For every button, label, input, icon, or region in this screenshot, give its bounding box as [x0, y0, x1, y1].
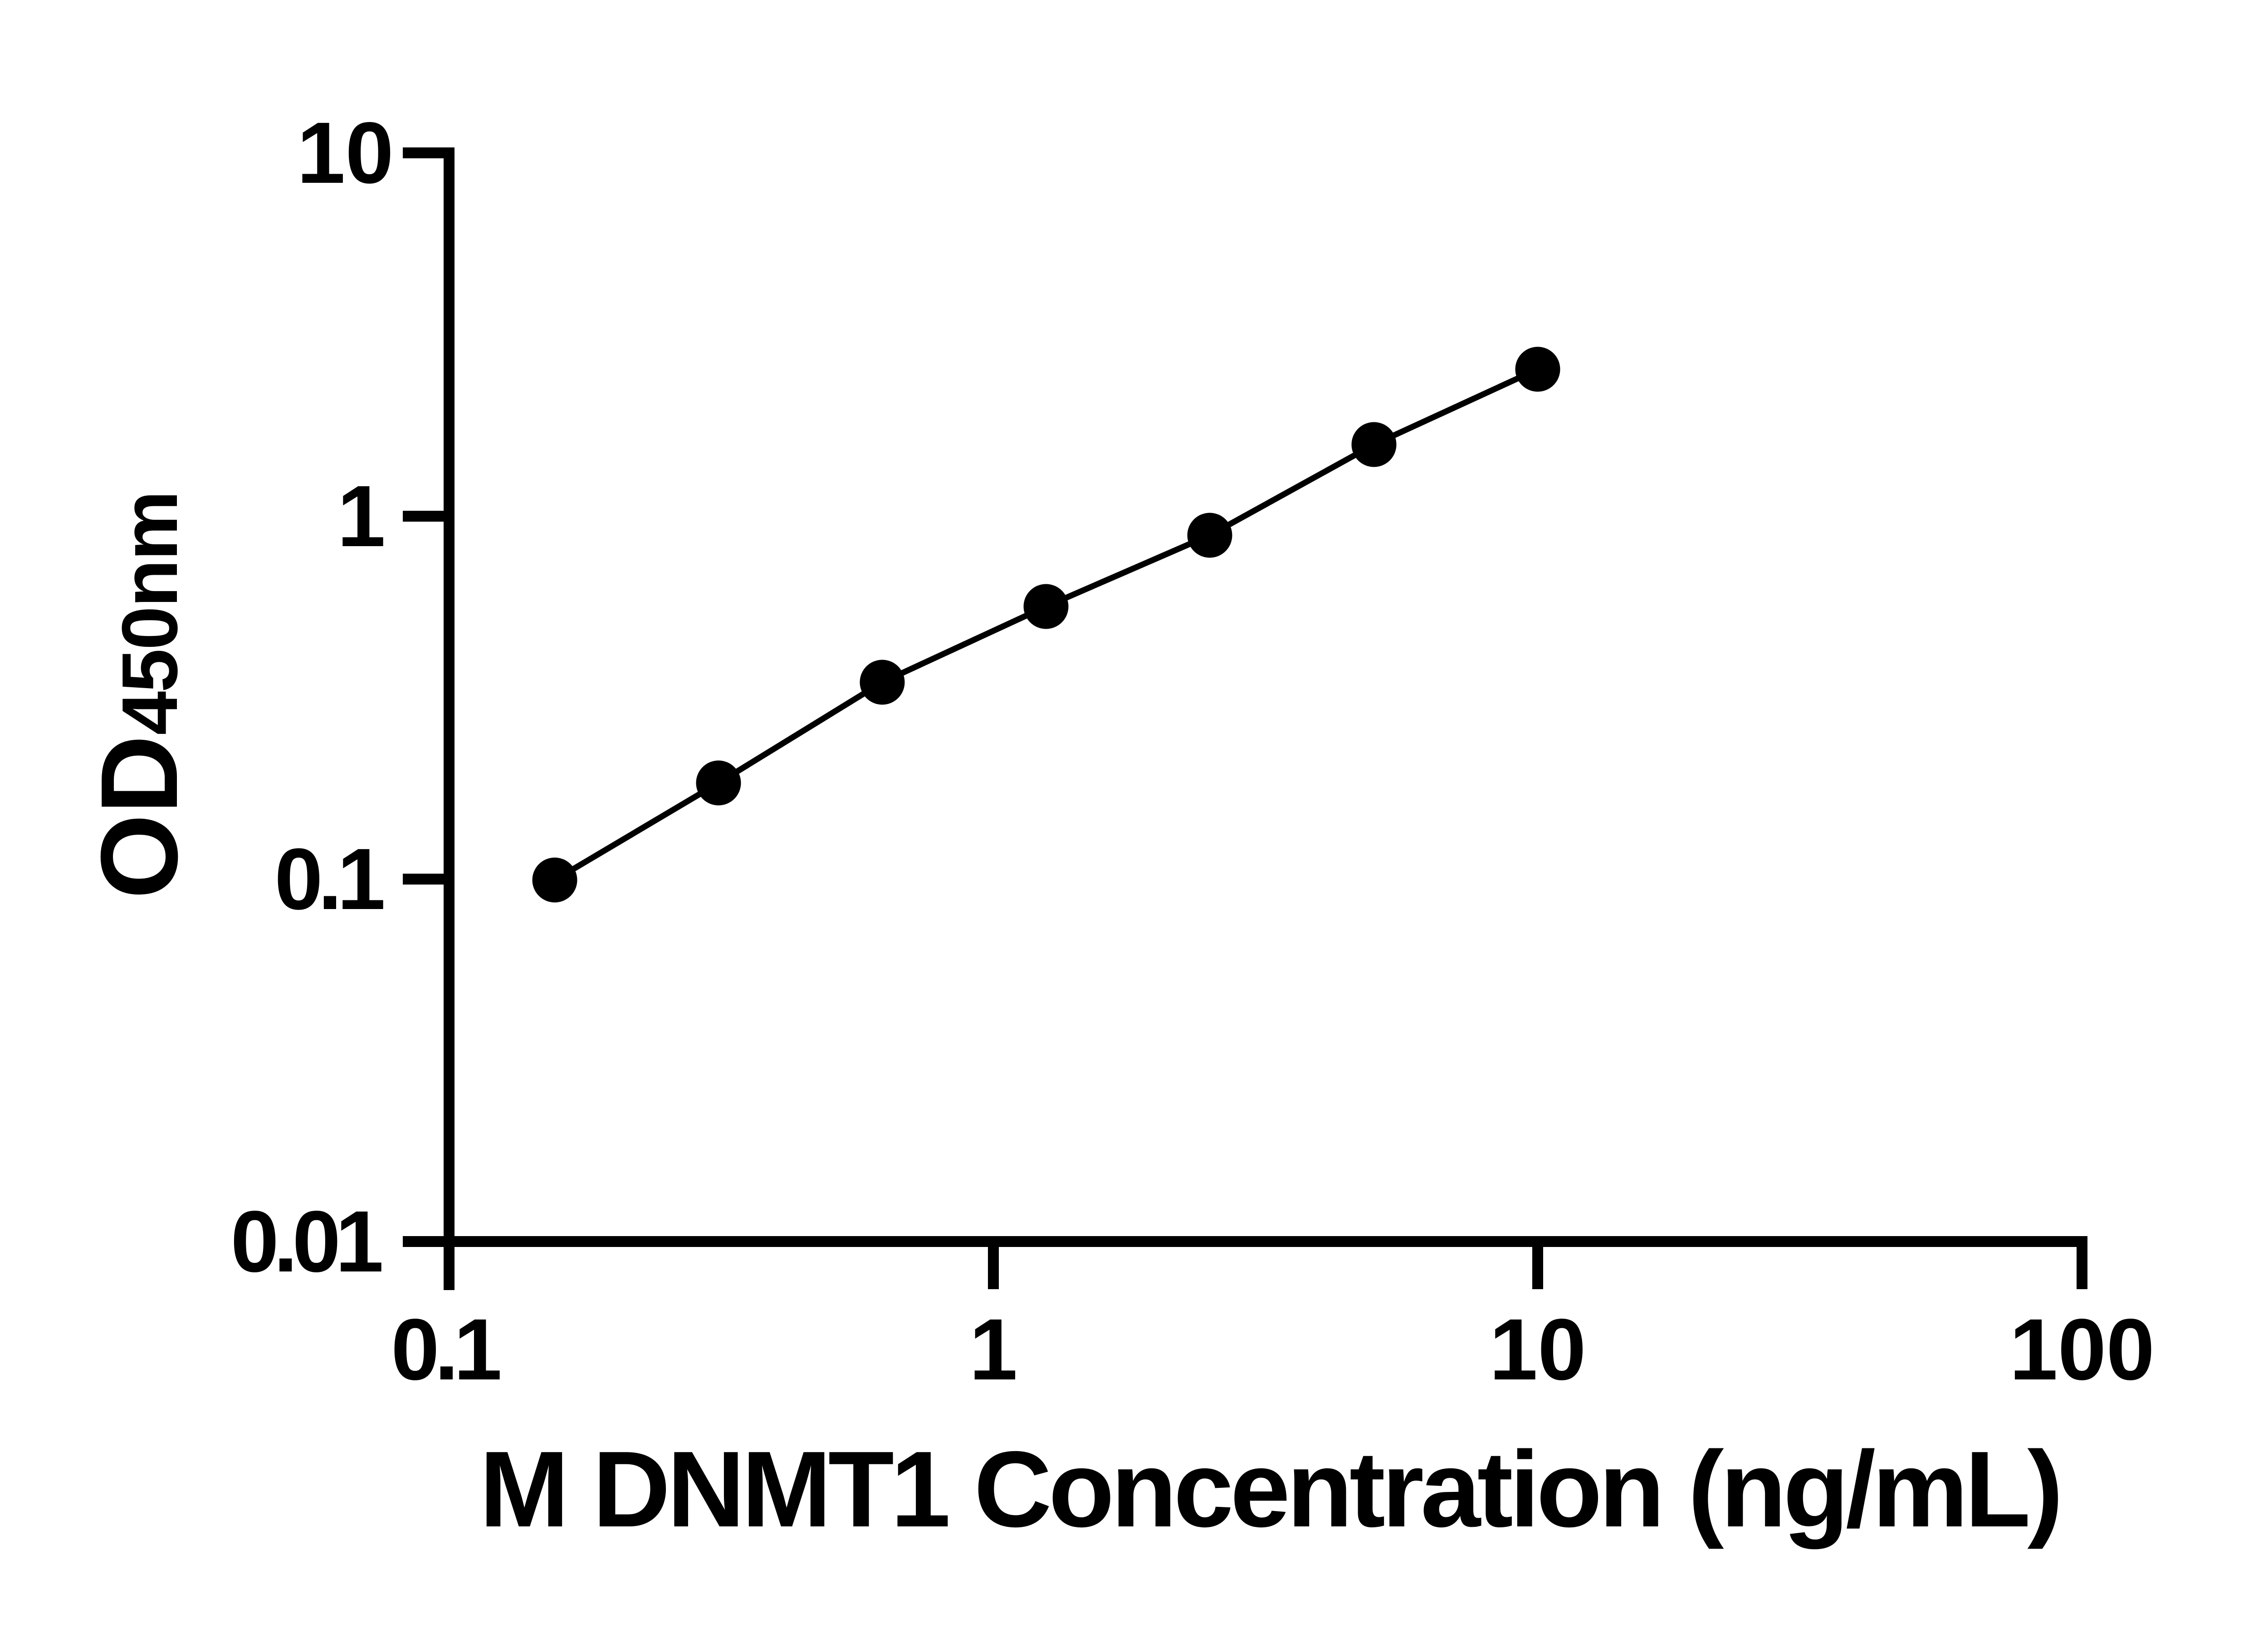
- svg-text:0.1: 0.1: [391, 1301, 500, 1398]
- svg-text:10: 10: [297, 104, 394, 201]
- svg-text:1: 1: [969, 1301, 1018, 1398]
- svg-text:0.01: 0.01: [230, 1193, 381, 1290]
- svg-text:100: 100: [2009, 1301, 2155, 1398]
- svg-text:10: 10: [1489, 1301, 1586, 1398]
- svg-text:1: 1: [337, 467, 386, 565]
- svg-text:M DNMT1 Concentration (ng/mL): M DNMT1 Concentration (ng/mL): [479, 1429, 2060, 1550]
- svg-text:0.1: 0.1: [274, 830, 383, 928]
- svg-text:OD450nm: OD450nm: [78, 492, 200, 899]
